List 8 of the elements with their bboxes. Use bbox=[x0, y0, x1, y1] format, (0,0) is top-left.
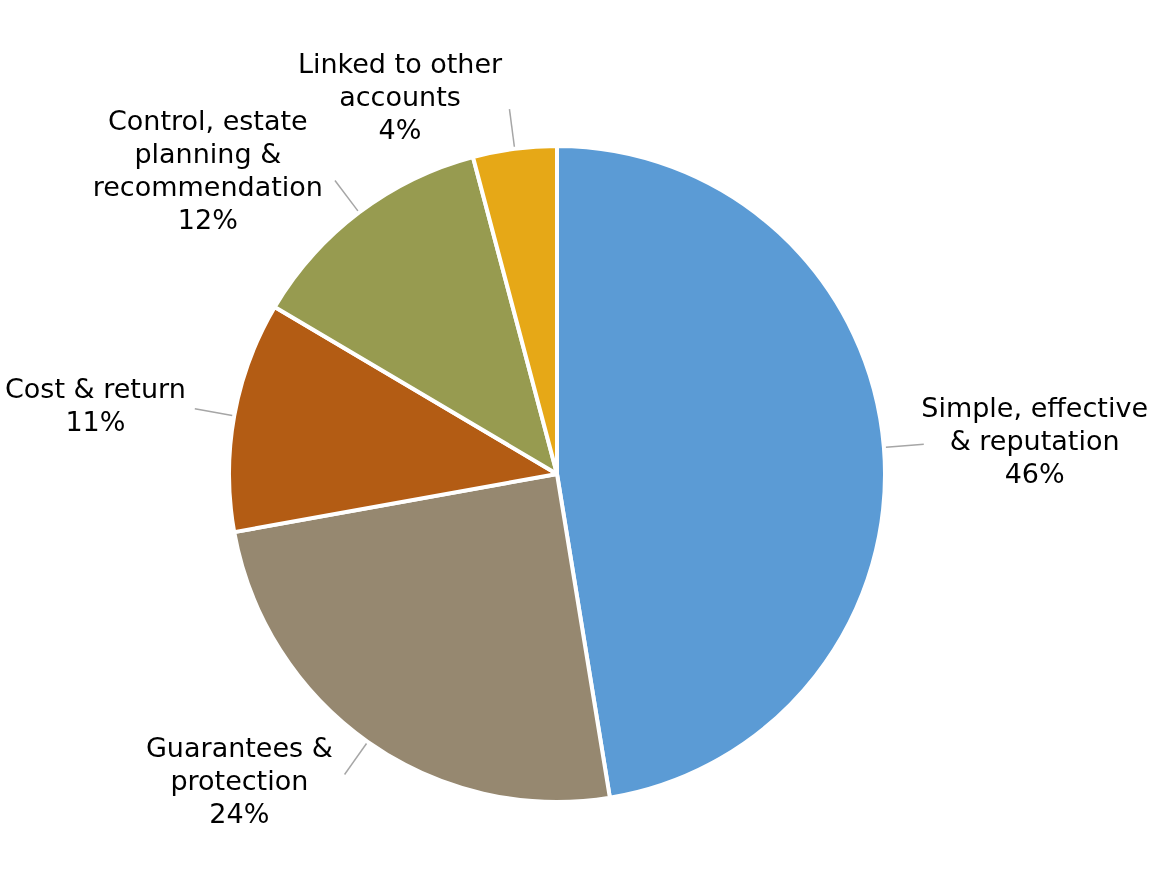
slice-label: Simple, effective & reputation bbox=[921, 392, 1149, 457]
slice-label: Guarantees & protection bbox=[145, 731, 333, 796]
slice-label: Cost & return bbox=[4, 372, 186, 404]
data-label: 12% bbox=[177, 204, 238, 236]
data-label: 24% bbox=[209, 797, 270, 829]
data-label: 4% bbox=[378, 114, 422, 146]
data-label: 46% bbox=[1004, 458, 1065, 490]
data-label: 11% bbox=[65, 405, 126, 437]
